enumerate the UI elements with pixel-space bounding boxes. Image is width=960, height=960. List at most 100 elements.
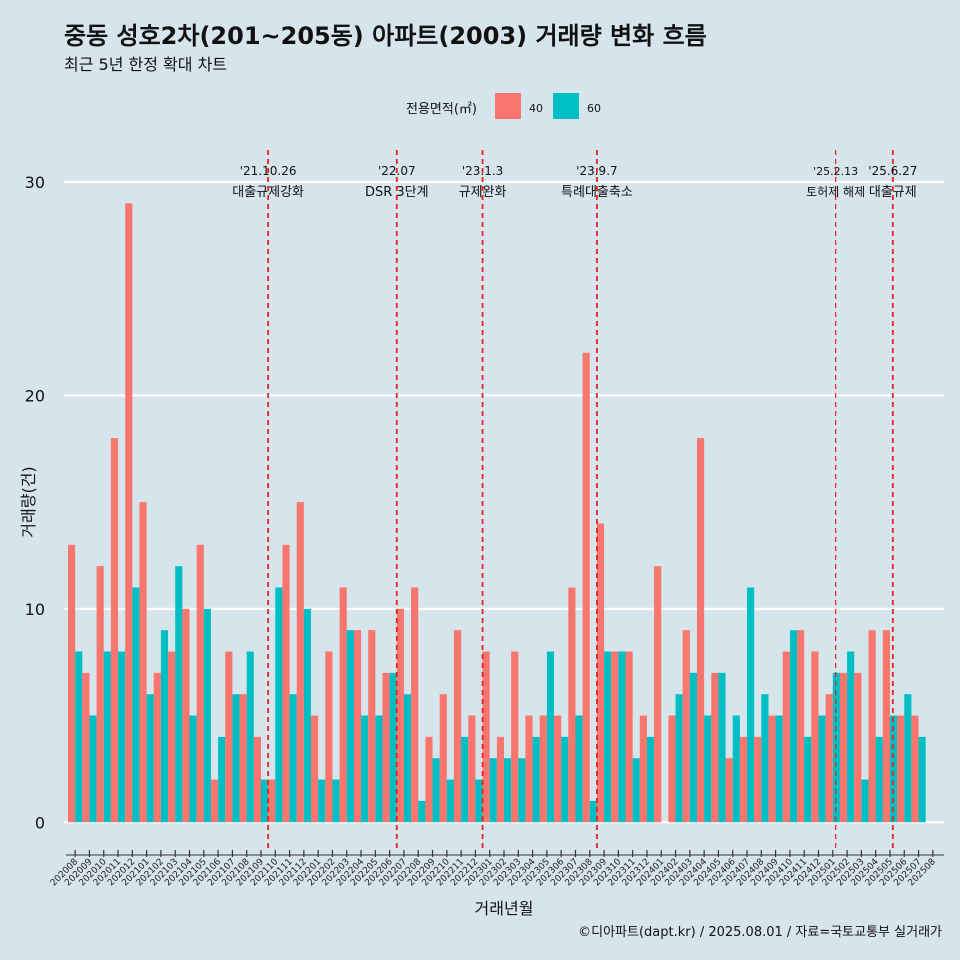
bar-60-202102 <box>160 630 169 823</box>
bar-60-202110 <box>275 587 283 823</box>
bar-40-202402 <box>668 715 676 823</box>
bar-60-202107 <box>232 694 240 823</box>
chart-title: 중동 성호2차(201~205동) 아파트(2003) 거래량 변화 흐름 <box>64 22 707 50</box>
bar-60-202105 <box>203 608 211 823</box>
bar-60-202408 <box>761 694 769 823</box>
bar-40-202307 <box>568 587 576 823</box>
bar-60-202502 <box>847 651 855 823</box>
legend-swatch-40 <box>495 93 521 119</box>
bar-40-202405 <box>711 672 719 823</box>
bar-40-202406 <box>725 758 733 823</box>
bar-60-202201 <box>318 779 326 823</box>
bar-40-202411 <box>797 630 805 823</box>
bar-60-202407 <box>747 587 755 823</box>
bar-40-202106 <box>210 779 219 823</box>
bar-40-202501 <box>825 694 833 823</box>
bar-60-202411 <box>804 736 812 823</box>
event-label: 규제완화 <box>459 185 507 200</box>
bar-60-202503 <box>861 779 869 823</box>
bar-60-202409 <box>775 715 783 823</box>
bar-40-202305 <box>539 715 547 823</box>
source-caption: ©디아파트(dapt.kr) / 2025.08.01 / 자료=국토교통부 실… <box>578 925 942 940</box>
bar-60-202507 <box>918 736 926 823</box>
bar-40-202209 <box>425 736 433 823</box>
bar-40-202408 <box>754 736 762 823</box>
bar-40-202412 <box>811 651 819 823</box>
bar-60-202410 <box>789 630 798 823</box>
bar-40-202302 <box>496 736 504 823</box>
bar-60-202405 <box>718 672 726 823</box>
bar-60-202103 <box>175 566 183 823</box>
bar-40-202102 <box>153 672 161 823</box>
bar-40-202201 <box>311 715 319 823</box>
bar-40-202108 <box>239 694 247 823</box>
bar-40-202203 <box>339 587 347 823</box>
bar-40-202503 <box>854 672 862 823</box>
bar-60-202412 <box>818 715 826 823</box>
bar-60-202203 <box>346 630 354 823</box>
bar-60-202302 <box>504 758 512 823</box>
bar-40-202309 <box>596 523 605 823</box>
event-date: '25.6.27 <box>868 164 917 178</box>
bar-60-202306 <box>561 736 569 823</box>
bar-40-202205 <box>368 630 376 823</box>
bar-40-202306 <box>554 715 562 823</box>
bar-60-202403 <box>689 672 697 823</box>
bar-40-202206 <box>382 672 390 823</box>
bar-60-202312 <box>646 736 655 823</box>
bar-40-202401 <box>654 566 662 823</box>
bar-40-202404 <box>696 438 705 823</box>
bar-60-202301 <box>489 758 497 823</box>
bar-40-202109 <box>253 736 261 823</box>
bar-40-202202 <box>325 651 333 823</box>
bar-40-202107 <box>225 651 233 823</box>
bar-40-202111 <box>282 544 290 823</box>
bar-60-202210 <box>446 779 454 823</box>
bar-60-202208 <box>418 800 426 823</box>
bar-60-202108 <box>246 651 254 823</box>
bar-60-202106 <box>218 736 226 823</box>
event-date: '21.10.26 <box>240 164 297 178</box>
bar-60-202204 <box>361 715 369 823</box>
x-axis-title: 거래년월 <box>475 899 534 918</box>
bar-40-202101 <box>139 502 147 823</box>
bar-40-202212 <box>468 715 476 823</box>
x-axis: 2020082020092020102020112020122021012021… <box>49 850 944 888</box>
bar-60-202111 <box>289 694 297 823</box>
event-date: '22.07 <box>378 164 416 178</box>
event-date: '23.1.3 <box>462 164 503 178</box>
bar-60-202109 <box>260 779 269 823</box>
bar-40-202310 <box>611 651 619 823</box>
bar-40-202506 <box>897 715 905 823</box>
bar-60-202011 <box>118 651 126 823</box>
bar-40-202104 <box>182 608 190 823</box>
legend-label-60: 60 <box>587 102 601 115</box>
legend: 전용면적(㎡) 40 60 <box>406 93 601 119</box>
bar-60-202402 <box>675 694 683 823</box>
bar-60-202207 <box>403 694 412 823</box>
bar-40-202311 <box>625 651 633 823</box>
bar-60-202504 <box>875 736 883 823</box>
bar-60-202303 <box>518 758 526 823</box>
bar-40-202210 <box>439 694 447 823</box>
event-date: '23.9.7 <box>576 164 617 178</box>
bar-40-202103 <box>168 651 176 823</box>
bar-40-202207 <box>396 608 404 823</box>
bar-40-202504 <box>868 630 876 823</box>
event-lines: '21.10.26 대출규제강화 '22.07 DSR 3단계 '23.1.3 규제완화 '… <box>232 150 917 850</box>
bar-60-202112 <box>303 608 312 823</box>
event-date: '25.2.13 <box>813 165 858 178</box>
bar-40-202403 <box>682 630 690 823</box>
bar-60-202310 <box>618 651 626 823</box>
bar-60-202304 <box>532 736 540 823</box>
bar-40-202507 <box>911 715 919 823</box>
event-label: 토허제 해제 <box>806 185 865 199</box>
bar-60-202008 <box>75 651 83 823</box>
bars <box>68 203 926 823</box>
bar-60-202305 <box>546 651 555 823</box>
bar-40-202502 <box>839 672 848 823</box>
bar-60-202311 <box>632 758 640 823</box>
bar-60-202101 <box>146 694 154 823</box>
bar-60-202501 <box>832 672 840 823</box>
